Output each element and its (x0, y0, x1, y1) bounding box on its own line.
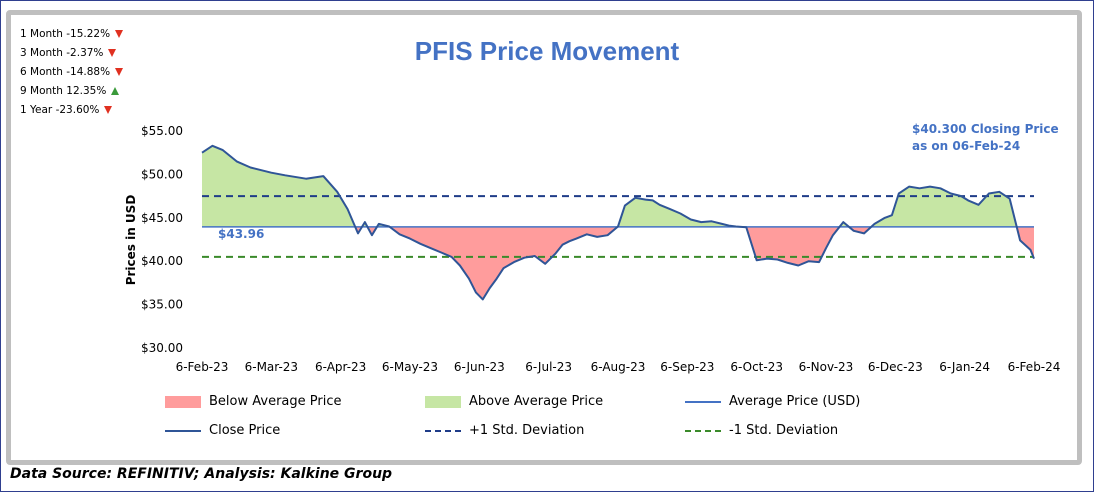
down-arrow-icon (108, 48, 117, 57)
down-arrow-icon (104, 105, 113, 114)
performance-row-1y: 1 Year -23.60% (20, 100, 123, 119)
x-tick-label: 6-Jan-24 (939, 360, 990, 374)
closing-price-annotation: $40.300 Closing Price (912, 122, 1059, 136)
performance-row-3m: 3 Month -2.37% (20, 43, 123, 62)
y-tick-label: $35.00 (141, 298, 183, 312)
x-tick-label: 6-Aug-23 (591, 360, 646, 374)
y-tick-label: $50.00 (141, 167, 183, 181)
above-average-area (202, 145, 1034, 227)
performance-label: 6 Month -14.88% (20, 65, 111, 78)
x-tick-label: 6-Sep-23 (660, 360, 714, 374)
chart-title: PFIS Price Movement (414, 36, 680, 66)
below-average-area (355, 226, 1034, 300)
average-price-label: $43.96 (218, 227, 264, 241)
close-price-line (201, 144, 1035, 301)
data-source-note: Data Source: REFINITIV; Analysis: Kalkin… (10, 466, 393, 482)
performance-row-1m: 1 Month -15.22% (20, 24, 124, 43)
performance-label: 1 Month -15.22% (20, 27, 111, 40)
x-tick-label: 6-Mar-23 (245, 360, 298, 374)
performance-label: 1 Year -23.60% (20, 103, 100, 116)
y-axis-label: Prices in USD (124, 195, 138, 286)
x-tick-label: 6-Jun-23 (454, 360, 505, 374)
x-tick-label: 6-Feb-23 (176, 360, 229, 374)
performance-row-6m: 6 Month -14.88% (20, 62, 124, 81)
x-tick-label: 6-Nov-23 (799, 360, 854, 374)
y-tick-label: $55.00 (141, 124, 183, 138)
y-tick-label: $30.00 (141, 341, 183, 355)
x-tick-label: 6-Jul-23 (525, 360, 572, 374)
y-tick-label: $45.00 (141, 211, 183, 225)
x-tick-label: 6-May-23 (382, 360, 438, 374)
y-tick-label: $40.00 (141, 254, 183, 268)
performance-row-9m: 9 Month 12.35% (20, 81, 123, 100)
x-tick-label: 6-Oct-23 (730, 360, 783, 374)
down-arrow-icon (115, 67, 124, 76)
performance-list: 1 Month -15.22% 3 Month -2.37% 6 Month -… (20, 24, 124, 119)
closing-price-annotation: as on 06-Feb-24 (912, 139, 1020, 153)
up-arrow-icon (111, 86, 120, 95)
performance-label: 3 Month -2.37% (20, 46, 104, 59)
x-tick-label: 6-Feb-24 (1008, 360, 1061, 374)
performance-label: 9 Month 12.35% (20, 84, 107, 97)
down-arrow-icon (115, 29, 124, 38)
chart-panel (6, 10, 1082, 465)
x-tick-label: 6-Apr-23 (315, 360, 366, 374)
x-tick-label: 6-Dec-23 (868, 360, 923, 374)
